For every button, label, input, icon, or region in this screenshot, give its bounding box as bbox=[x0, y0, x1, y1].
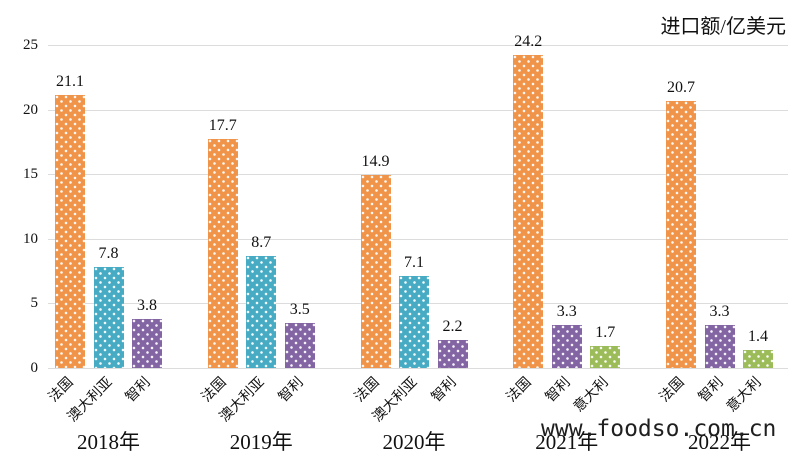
watermark: www.foodso.com.cn bbox=[541, 416, 777, 442]
bar-value-label: 7.8 bbox=[98, 245, 119, 263]
bar-value-label: 14.9 bbox=[361, 153, 390, 171]
year-label: 2018年 bbox=[77, 430, 140, 454]
bar-2021年-意大利 bbox=[590, 346, 621, 368]
year-label: 2022年 bbox=[688, 430, 751, 454]
bar-2021年-智利 bbox=[551, 325, 582, 368]
y-tick-label: 10 bbox=[23, 230, 38, 247]
gridline bbox=[48, 174, 788, 176]
bar-2019年-智利 bbox=[284, 322, 315, 368]
bar-2021年-法国 bbox=[513, 55, 544, 368]
bar-value-label: 1.7 bbox=[595, 324, 616, 342]
y-tick-label: 20 bbox=[23, 101, 38, 118]
y-tick-label: 15 bbox=[23, 166, 38, 183]
bar-value-label: 21.1 bbox=[56, 73, 84, 91]
gridline bbox=[48, 238, 788, 240]
bar-value-label: 2.2 bbox=[442, 317, 463, 335]
bar-value-label: 24.2 bbox=[514, 33, 543, 51]
bar-value-label: 8.7 bbox=[251, 233, 272, 251]
chart-title: 进口额/亿美元 bbox=[660, 16, 786, 38]
bar-value-label: 3.5 bbox=[289, 300, 310, 318]
year-label: 2020年 bbox=[382, 430, 446, 454]
bar-2018年-法国 bbox=[55, 95, 85, 368]
bar-value-label: 1.4 bbox=[748, 327, 768, 345]
bar-2018年-澳大利亚 bbox=[93, 267, 124, 368]
bar-2022年-法国 bbox=[666, 100, 696, 368]
bar-2018年-智利 bbox=[132, 318, 162, 368]
y-tick-label: 0 bbox=[30, 360, 39, 376]
bar-value-label: 17.7 bbox=[208, 117, 237, 135]
y-tick-label: 25 bbox=[23, 37, 38, 53]
year-label: 2019年 bbox=[229, 430, 293, 454]
bar-2020年-智利 bbox=[437, 339, 468, 368]
bar-value-label: 3.3 bbox=[709, 303, 730, 321]
bar-value-label: 3.8 bbox=[137, 296, 157, 314]
bar-value-label: 20.7 bbox=[667, 78, 695, 96]
bar-2020年-法国 bbox=[360, 175, 391, 368]
bar-value-label: 7.1 bbox=[404, 254, 424, 272]
bar-2020年-澳大利亚 bbox=[399, 276, 429, 368]
year-label: 2021年 bbox=[535, 430, 599, 454]
bar-2022年-智利 bbox=[704, 325, 735, 368]
y-tick-label: 5 bbox=[30, 295, 39, 312]
gridline bbox=[48, 109, 788, 111]
bar-2019年-澳大利亚 bbox=[246, 255, 277, 368]
gridline bbox=[48, 368, 788, 369]
gridline bbox=[48, 45, 788, 46]
bar-2019年-法国 bbox=[207, 139, 238, 368]
bar-value-label: 3.3 bbox=[556, 303, 577, 321]
bar-2022年-意大利 bbox=[743, 349, 773, 368]
